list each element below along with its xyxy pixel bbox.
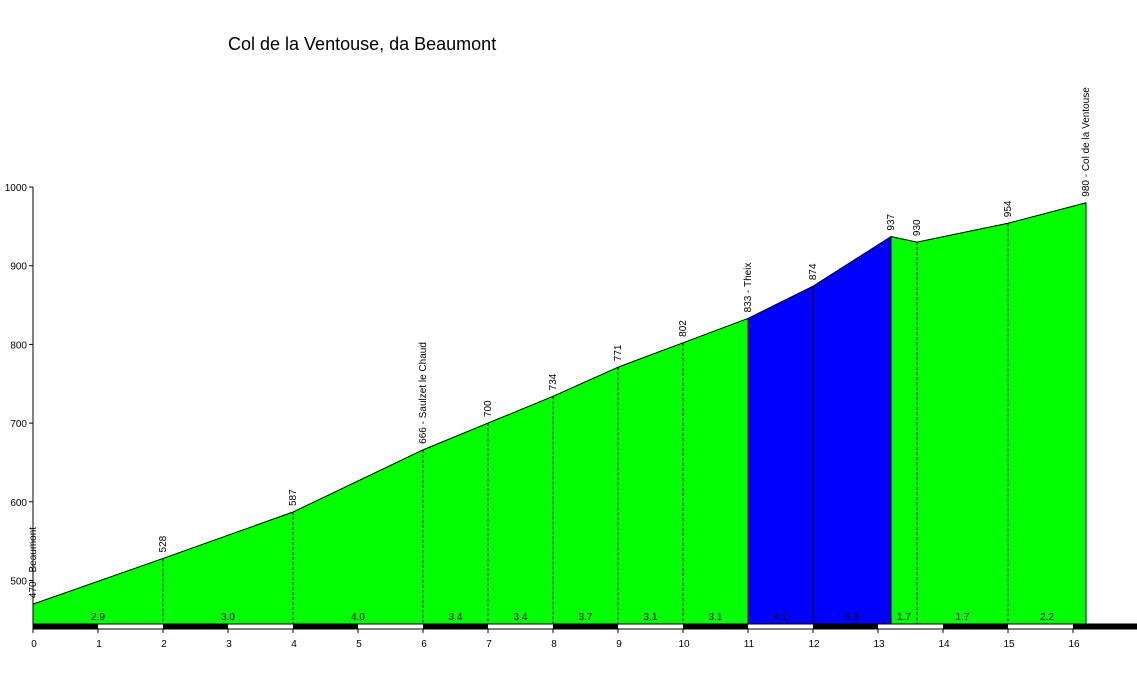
gradient-label-0: 2.9: [91, 612, 105, 623]
y-tick-label-600: 600: [10, 498, 27, 509]
y-tick-label-1000: 1000: [5, 183, 28, 194]
point-label-11: 930: [912, 219, 923, 236]
segment-fill-10: [891, 236, 917, 625]
point-label-4: 700: [483, 400, 494, 417]
segment-fill-7: [683, 318, 748, 625]
x-axis-block-2: [163, 624, 228, 629]
segment-fill-8: [748, 286, 813, 625]
point-label-12: 954: [1003, 200, 1014, 217]
drop-line-layer: [162, 202, 1087, 625]
point-label-layer: 470 - Beaumont 528 587 666 - Saulzet le Cha…: [28, 87, 1092, 598]
point-label-1: 528: [158, 535, 169, 552]
profile-outline-layer: [32, 202, 1087, 605]
x-tick-label-2: 2: [161, 639, 167, 650]
chart-title: Col de la Ventouse, da Beaumont: [228, 34, 497, 54]
point-label-10: 937: [886, 213, 897, 230]
x-tick-label-15: 15: [1003, 639, 1015, 650]
x-axis-block-10: [683, 624, 748, 629]
x-tick-label-8: 8: [551, 639, 557, 650]
x-tick-label-14: 14: [938, 639, 950, 650]
x-tick-label-11: 11: [744, 639, 755, 650]
segment-fill-9: [813, 236, 891, 625]
segment-fill-5: [553, 367, 618, 625]
gradient-label-10: 1.7: [897, 612, 911, 623]
x-axis-block-14: [943, 624, 1008, 629]
point-label-0: 470 - Beaumont: [28, 527, 39, 598]
x-axis-block-12: [813, 624, 878, 629]
x-axis-block-4: [293, 624, 358, 629]
x-tick-label-4: 4: [291, 639, 297, 650]
segment-fill-4: [488, 396, 553, 625]
x-tick-label-1: 1: [96, 639, 102, 650]
x-tick-label-6: 6: [421, 639, 427, 650]
segment-fill-2: [293, 449, 423, 625]
gradient-label-2: 4.0: [351, 612, 365, 623]
point-label-5: 734: [548, 373, 559, 390]
gradient-label-3: 3.4: [449, 612, 463, 623]
y-tick-label-700: 700: [10, 419, 27, 430]
x-tick-label-16: 16: [1068, 639, 1080, 650]
x-tick-label-13: 13: [873, 639, 885, 650]
x-tick-label-3: 3: [226, 639, 232, 650]
x-tick-label-9: 9: [616, 639, 622, 650]
gradient-label-1: 3.0: [221, 612, 235, 623]
gradient-label-12: 2.2: [1040, 612, 1054, 623]
x-axis-block-8: [553, 624, 618, 629]
point-label-2: 587: [288, 489, 299, 506]
gradient-label-7: 3.1: [709, 612, 723, 623]
gradient-label-5: 3.7: [579, 612, 593, 623]
gradient-label-4: 3.4: [514, 612, 528, 623]
segment-fill-1: [163, 512, 293, 625]
x-axis-block-6: [423, 624, 488, 629]
gradient-label-layer: 2.9 3.0 4.0 3.4 3.4 3.7 3.1 3.1 4.1 5.3 1.7 1.7 2.2: [91, 612, 1054, 623]
y-tick-label-800: 800: [10, 340, 27, 351]
point-label-8: 833 - Theix: [743, 263, 754, 313]
x-axis-block-16: [1073, 624, 1137, 629]
segment-fill-11: [917, 223, 1008, 625]
point-label-6: 771: [613, 344, 624, 361]
gradient-label-9: 5.3: [845, 612, 859, 623]
segment-fill-3: [423, 423, 488, 625]
segment-fill-12: [1008, 202, 1086, 626]
x-tick-label-0: 0: [31, 639, 37, 650]
point-label-9: 874: [808, 263, 819, 280]
profile-fill-layer: [33, 202, 1086, 626]
x-tick-label-10: 10: [678, 639, 690, 650]
x-tick-label-7: 7: [486, 639, 492, 650]
gradient-label-8: 4.1: [774, 612, 788, 623]
x-tick-label-5: 5: [356, 639, 362, 650]
x-axis-block-0: [33, 624, 98, 629]
x-tick-label-12: 12: [808, 639, 820, 650]
y-tick-label-900: 900: [10, 262, 27, 273]
segment-fill-6: [618, 342, 683, 625]
point-label-3: 666 - Saulzet le Chaud: [418, 342, 429, 444]
point-label-13: 980 - Col de la Ventouse: [1081, 87, 1092, 197]
profile-line: [32, 202, 1087, 605]
gradient-label-11: 1.7: [956, 612, 970, 623]
y-tick-label-500: 500: [10, 577, 27, 588]
point-label-7: 802: [678, 320, 689, 337]
gradient-label-6: 3.1: [644, 612, 658, 623]
segment-fill-0: [33, 558, 163, 625]
